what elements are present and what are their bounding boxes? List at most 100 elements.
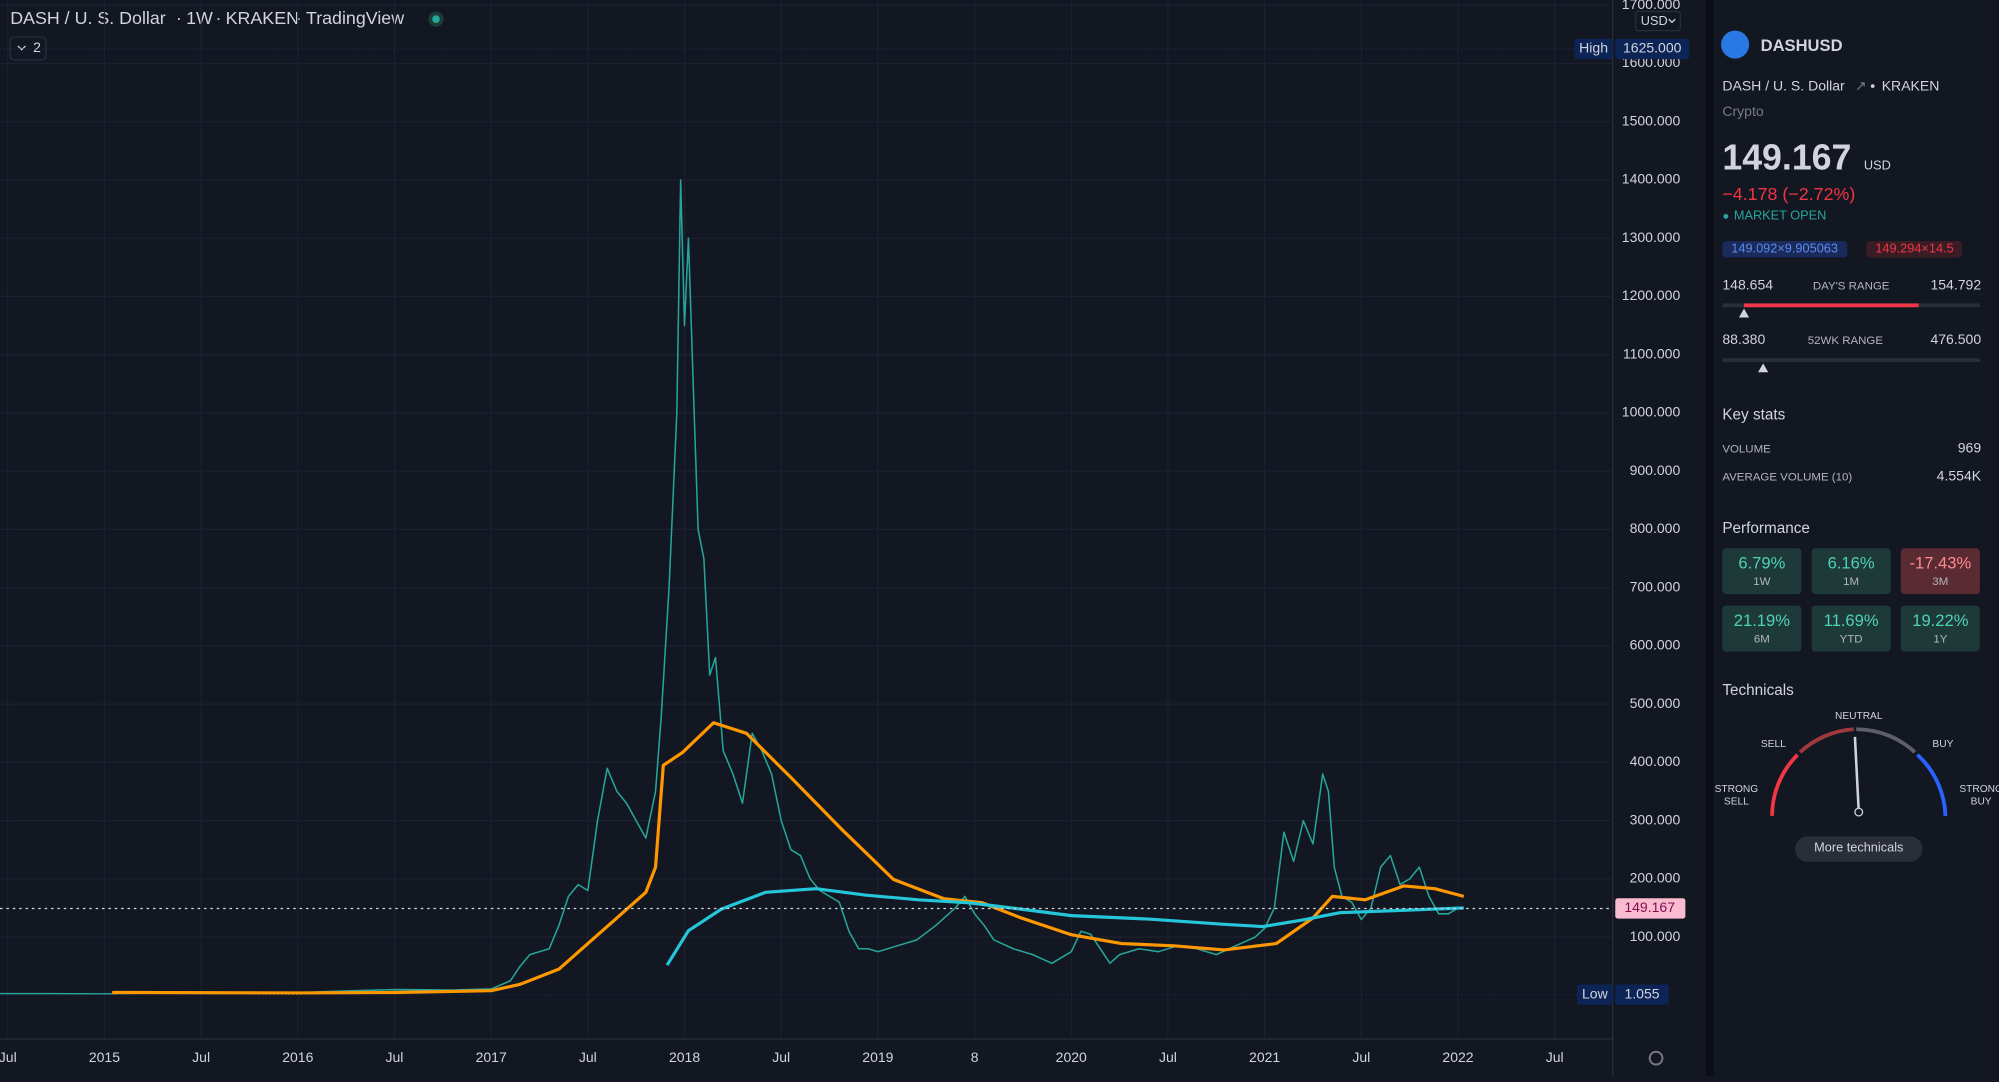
performance-period: 1W xyxy=(1753,574,1771,588)
settings-icon[interactable] xyxy=(1648,1050,1664,1066)
gauge-label: STRONG xyxy=(1959,784,1999,795)
performance-value: 6.79% xyxy=(1738,553,1786,573)
performance-period: 6M xyxy=(1753,632,1770,646)
status-dot xyxy=(432,15,440,23)
gauge-label: STRONG xyxy=(1715,784,1759,795)
symbol: DASH / U. S. Dollar xyxy=(10,8,166,28)
price: 149.167 xyxy=(1722,137,1852,178)
price-currency: USD xyxy=(1863,159,1891,174)
gauge: NEUTRAL SELL BUY STRONG SELL STRONG BUY xyxy=(1715,711,1999,817)
coin-icon xyxy=(1721,30,1750,59)
x-tick-label: 2015 xyxy=(89,1049,120,1065)
stat-value: 4.554K xyxy=(1936,469,1982,485)
x-tick-label: 2016 xyxy=(282,1049,313,1065)
separator: · xyxy=(215,8,221,28)
performance-value: 6.16% xyxy=(1827,553,1875,573)
sidebar: DASHUSD DASH / U. S. Dollar ↗ • KRAKEN C… xyxy=(1705,0,1999,1076)
separator: · xyxy=(296,8,302,28)
x-tick-label: Jul xyxy=(0,1049,17,1065)
range-low: 148.654 xyxy=(1722,277,1774,294)
category: Crypto xyxy=(1722,104,1764,120)
y-tick-label: 200.000 xyxy=(1630,870,1681,886)
gauge-buy xyxy=(1916,753,1948,816)
x-tick-label: Jul xyxy=(1546,1049,1564,1065)
chart: DASH / U. S. Dollar · 1W · KRAKEN · Trad… xyxy=(0,0,1690,1076)
stat-label: AVERAGE VOLUME (10) xyxy=(1722,470,1853,484)
exchange: KRAKEN xyxy=(1881,79,1940,95)
y-tick-label: 600.000 xyxy=(1630,637,1681,653)
performance-period: 1M xyxy=(1843,574,1860,588)
x-tick-label: 2019 xyxy=(862,1049,893,1065)
y-tick-label: 1700.000 xyxy=(1622,0,1681,12)
description: DASH / U. S. Dollar xyxy=(1722,79,1845,95)
gauge-strong-sell xyxy=(1770,753,1799,816)
y-tick-label: 400.000 xyxy=(1630,753,1681,769)
performance-period: YTD xyxy=(1839,632,1863,646)
section-title: Key stats xyxy=(1722,405,1786,424)
external-link-icon[interactable]: ↗ xyxy=(1854,79,1867,95)
high-name: High xyxy=(1579,40,1608,56)
performance-period: 1Y xyxy=(1933,632,1948,646)
series-line xyxy=(665,887,1464,966)
range-title: 52WK RANGE xyxy=(1807,334,1884,347)
ask: 149.294×14.5 xyxy=(1866,240,1963,258)
currency-button[interactable] xyxy=(1635,10,1681,32)
range-title: DAY'S RANGE xyxy=(1812,279,1890,292)
x-tick-label: Jul xyxy=(579,1049,597,1065)
chevron xyxy=(17,45,26,51)
gauge-needle xyxy=(1853,736,1861,813)
y-tick-label: 1200.000 xyxy=(1622,287,1681,303)
series-line xyxy=(0,179,1464,995)
range-fill xyxy=(1744,303,1919,308)
stat-label: VOLUME xyxy=(1722,442,1771,456)
range-low: 88.380 xyxy=(1722,332,1766,349)
low-tag xyxy=(1615,984,1669,1005)
performance-value: -17.43% xyxy=(1909,553,1972,573)
x-tick-label: 8 xyxy=(971,1049,979,1065)
chevron xyxy=(1668,18,1676,24)
gauge-label: SELL xyxy=(1724,797,1749,808)
gauge-label: BUY xyxy=(1971,797,1992,808)
y-tick-label: 700.000 xyxy=(1630,578,1681,594)
y-tick-label: 300.000 xyxy=(1630,811,1681,827)
x-tick-label: Jul xyxy=(386,1049,404,1065)
interval: 1W xyxy=(186,8,213,28)
currency: USD xyxy=(1641,13,1668,28)
ticker: DASHUSD xyxy=(1760,35,1843,55)
indicators-count: 2 xyxy=(33,39,41,55)
section-title: Technicals xyxy=(1722,680,1794,699)
performance-tile: -17.43% 3M xyxy=(1900,548,1980,595)
gauge-sell xyxy=(1798,727,1854,754)
x-tick-label: 2017 xyxy=(476,1049,507,1065)
grid xyxy=(0,0,1613,1040)
performance-value: 19.22% xyxy=(1912,610,1969,630)
performance-tile: 6.16% 1M xyxy=(1811,548,1891,595)
last-price-label: 149.167 xyxy=(1624,899,1675,915)
range-high: 476.500 xyxy=(1930,332,1982,349)
y-tick-label: 900.000 xyxy=(1630,462,1681,478)
change: −4.178 (−2.72%) xyxy=(1722,183,1856,204)
x-tick-label: Jul xyxy=(192,1049,210,1065)
performance-tile: 19.22% 1Y xyxy=(1900,605,1980,652)
range-marker xyxy=(1757,363,1768,373)
high-name-tag xyxy=(1574,38,1613,60)
y-tick-label: 1000.000 xyxy=(1622,404,1681,420)
performance-value: 11.69% xyxy=(1823,610,1879,630)
last-price-tag xyxy=(1615,898,1686,919)
low-label: 1.055 xyxy=(1624,985,1659,1001)
high-tag xyxy=(1615,38,1690,60)
y-tick-label: 1100.000 xyxy=(1623,345,1681,361)
separator: • xyxy=(1870,79,1876,95)
stat-value: 969 xyxy=(1957,441,1982,457)
x-tick-label: 2022 xyxy=(1442,1049,1473,1065)
more-technicals-button[interactable]: More technicals xyxy=(1795,836,1923,862)
gauge-label: NEUTRAL xyxy=(1835,711,1883,722)
y-tick-label: 1500.000 xyxy=(1622,112,1681,128)
performance-tile: 21.19% 6M xyxy=(1722,605,1802,652)
low-name: Low xyxy=(1582,985,1609,1001)
gauge-label: BUY xyxy=(1932,739,1953,750)
range-track xyxy=(1722,358,1980,363)
performance-period: 3M xyxy=(1932,574,1949,588)
performance-value: 21.19% xyxy=(1733,610,1790,630)
